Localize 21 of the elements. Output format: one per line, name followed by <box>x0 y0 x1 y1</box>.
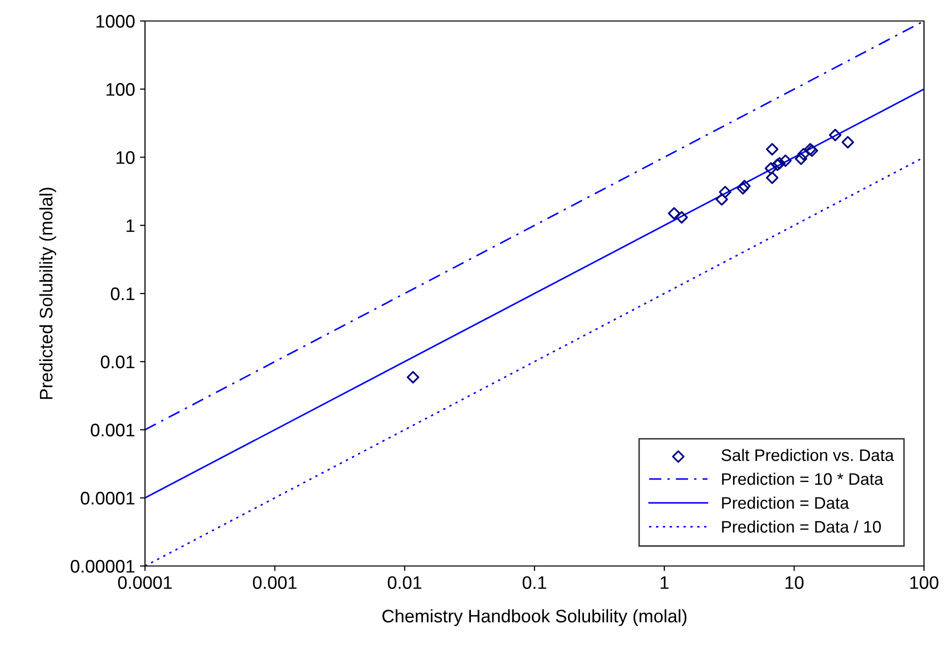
x-tick-label: 10 <box>786 576 804 589</box>
y-tick-label: 1000 <box>96 14 135 28</box>
x-tick-label: 1 <box>660 576 668 589</box>
y-tick-label: 1 <box>126 219 134 232</box>
y-tick-label: 0.01 <box>100 356 134 368</box>
x-tick-label: 0.001 <box>252 576 297 589</box>
y-tick-label: 0.001 <box>90 424 134 436</box>
y-tick-label: 10 <box>116 151 135 164</box>
legend-label: Prediction = Data / 10 <box>722 520 881 533</box>
y-tick-label: 100 <box>106 83 135 96</box>
x-tick-label: 0.1 <box>522 576 546 589</box>
y-tick-label: 0.1 <box>110 287 134 300</box>
x-tick-label: 0.01 <box>388 576 422 589</box>
y-tick-label: 0.0001 <box>80 492 134 505</box>
y-tick-label: 0.00001 <box>70 560 134 573</box>
legend-label: Salt Prediction vs. Data <box>722 448 894 462</box>
legend-label: Prediction = 10 * Data <box>722 472 884 485</box>
y-axis-title: Predicted Solubility (molal) <box>39 188 56 399</box>
legend-label: Prediction = Data <box>722 496 850 509</box>
x-tick-label: 100 <box>910 576 938 589</box>
x-axis-title: Chemistry Handbook Solubility (molal) <box>382 609 686 626</box>
